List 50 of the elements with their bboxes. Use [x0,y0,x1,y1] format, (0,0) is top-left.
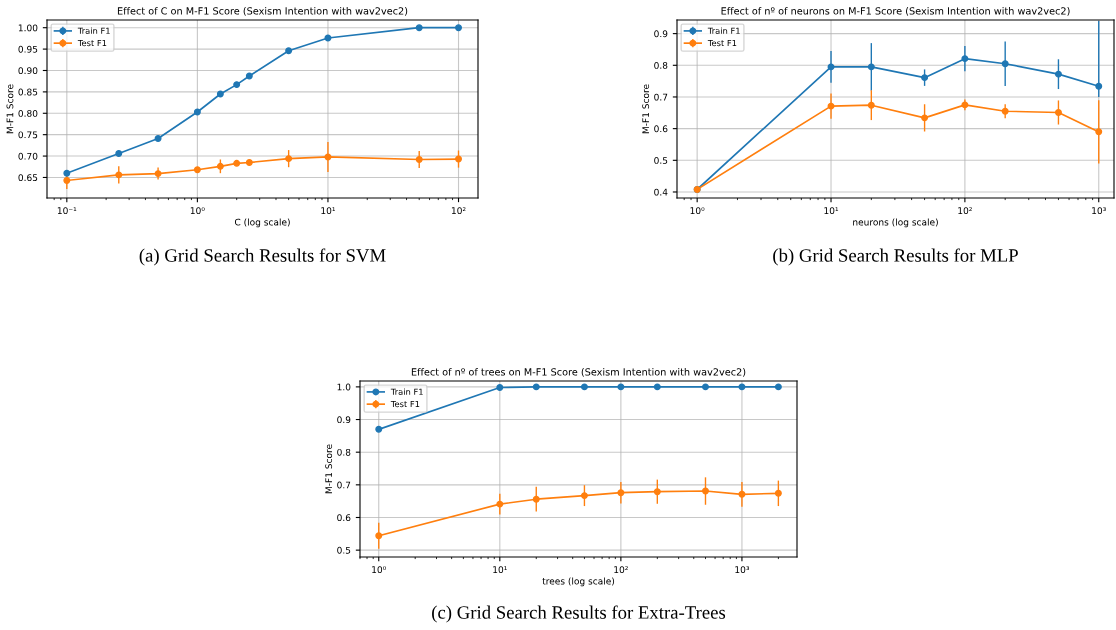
x-axis-title: C (log scale) [234,218,290,228]
legend-label: Test F1 [77,39,107,47]
x-tick-label: 10² [614,566,628,574]
y-tick-label: 1.00 [18,24,38,32]
legend-label: Test F1 [390,400,420,408]
y-tick-label: 0.4 [654,188,668,196]
y-tick-label: 0.5 [654,157,668,164]
x-tick-label: 10⁻¹ [57,207,77,215]
y-tick-label: 1.0 [337,383,351,391]
text: (c) Grid Search Results for Extra-Trees [432,605,726,623]
legend-label: Train F1 [390,388,423,395]
x-tick-label: 10⁰ [190,207,205,215]
y-axis-title: M-F1 Score [325,444,333,494]
text: (b) Grid Search Results for MLP [773,248,1018,266]
x-tick-label: 10¹ [824,207,839,215]
y-tick-label: 0.6 [654,125,668,133]
y-axis-title: M-F1 Score [6,84,14,134]
x-tick-label: 10³ [1092,207,1106,215]
legend-label: Train F1 [77,27,110,34]
y-tick-label: 0.8 [337,448,351,456]
y-tick-label: 0.80 [18,110,38,117]
y-tick-label: 0.7 [654,93,668,101]
y-tick-label: 0.90 [18,67,38,75]
x-tick-label: 10² [958,207,972,215]
y-axis-title: M-F1 Score [642,84,650,134]
x-tick-label: 10¹ [321,207,336,215]
x-tick-label: 10⁰ [690,207,705,215]
chart-title: Effect of nº of neurons on M-F1 Score (Sexism Intention with wav2vec2) [721,7,1070,16]
y-tick-label: 0.6 [337,514,351,522]
y-tick-label: 0.70 [18,152,38,160]
x-axis-title: neurons (log scale) [853,218,938,228]
y-tick-label: 0.65 [18,174,38,182]
chart-title: Effect of nº of trees on M-F1 Score (Sexism Intention with wav2vec2) [411,368,746,377]
text: (a) Grid Search Results for SVM [139,248,386,266]
legend-label: Test F1 [707,39,737,47]
x-tick-label: 10¹ [493,566,507,574]
y-tick-label: 0.85 [18,88,38,96]
y-tick-label: 0.5 [337,546,351,554]
x-tick-label: 10³ [735,566,750,574]
x-tick-label: 10⁰ [372,566,386,574]
y-tick-label: 0.7 [337,481,351,489]
y-tick-label: 0.8 [654,62,668,69]
y-tick-label: 0.9 [654,30,668,38]
x-tick-label: 10² [451,207,466,215]
legend-label: Train F1 [707,27,740,34]
y-tick-label: 0.9 [337,416,351,424]
y-tick-label: 0.95 [18,45,38,53]
y-tick-label: 0.75 [18,131,38,139]
x-axis-title: trees (log scale) [542,577,615,587]
chart-title: Effect of C on M-F1 Score (Sexism Intention with wav2vec2) [117,7,408,16]
